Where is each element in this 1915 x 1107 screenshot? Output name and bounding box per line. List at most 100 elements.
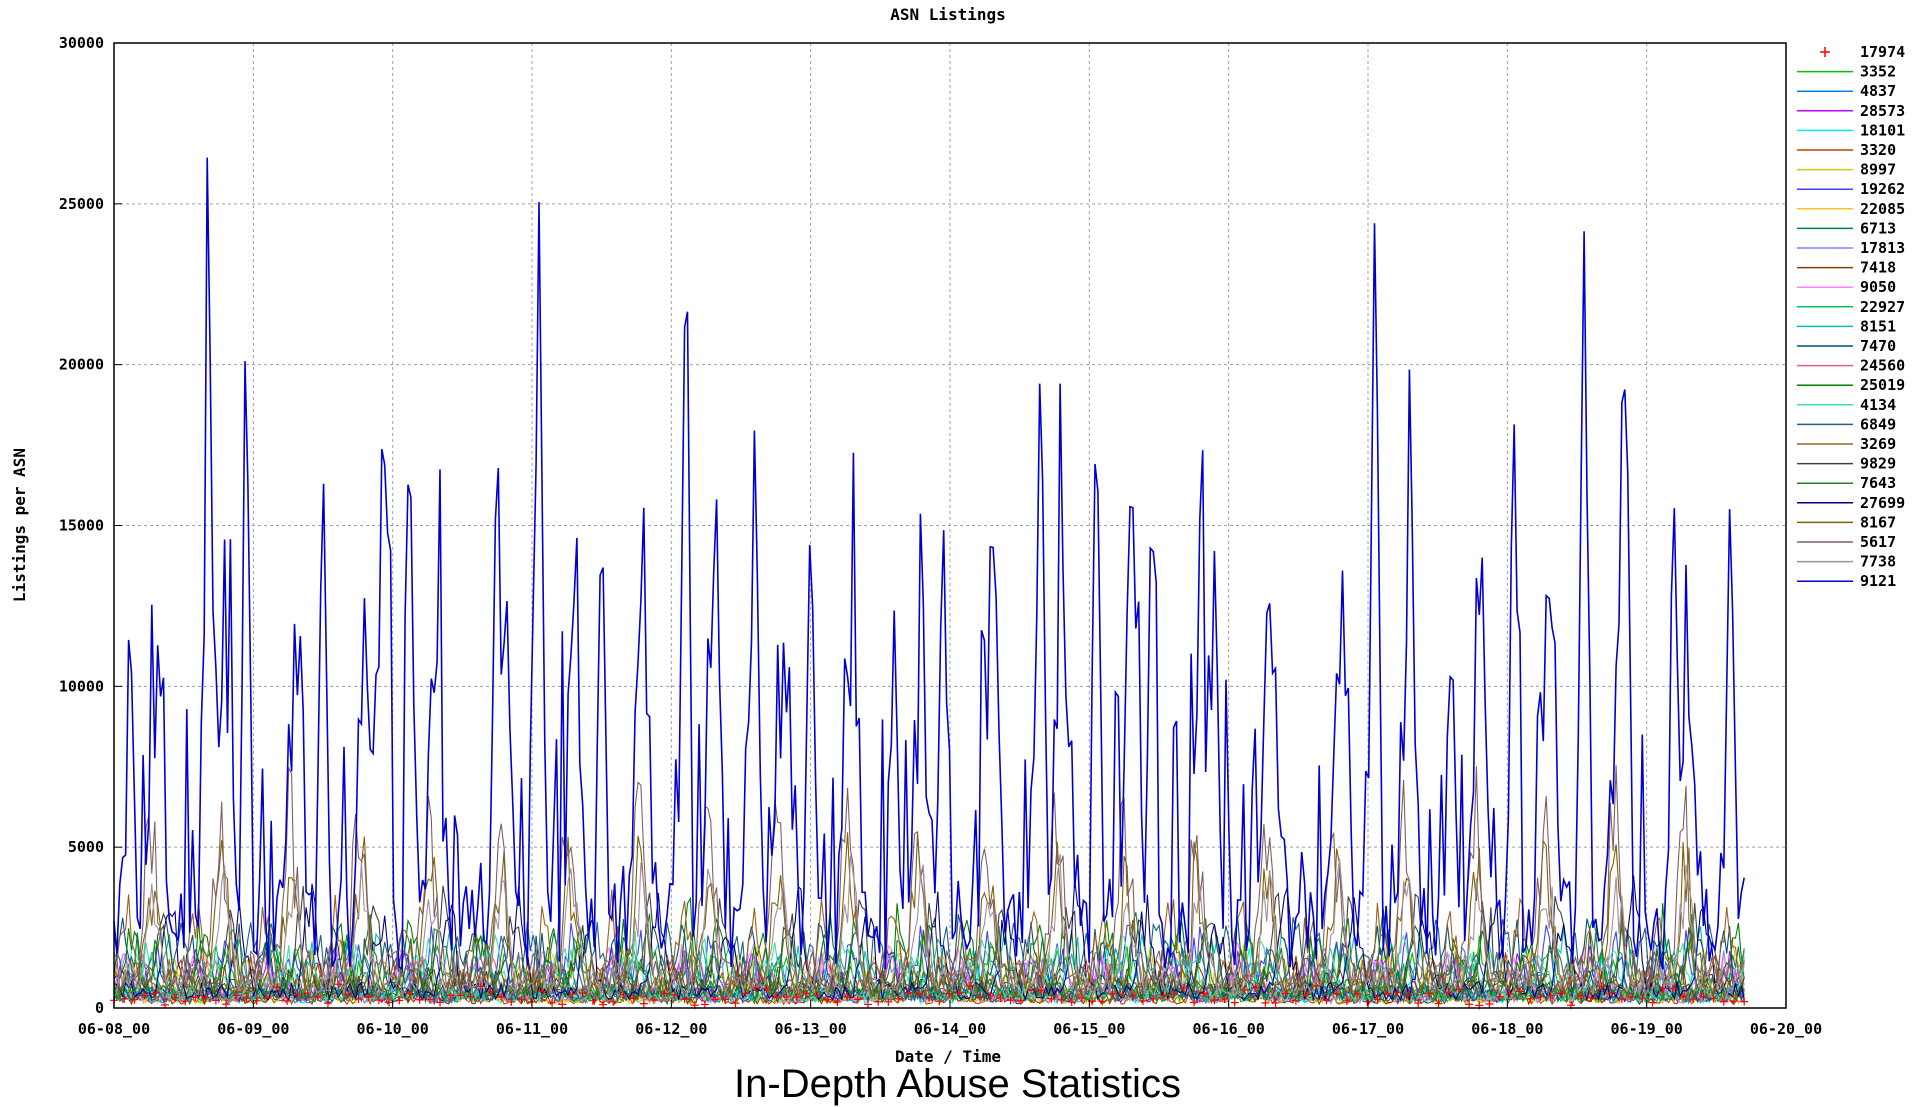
- point-marker: [741, 989, 750, 998]
- legend-item-9829: 9829: [1797, 455, 1896, 473]
- point-marker: [1403, 991, 1412, 1000]
- point-marker: [599, 1000, 608, 1009]
- point-marker: [1332, 989, 1341, 998]
- point-marker: [1607, 988, 1616, 997]
- point-marker: [130, 995, 139, 1004]
- y-axis-label: Listings per ASN: [10, 448, 29, 602]
- point-marker: [1220, 995, 1229, 1004]
- legend-item-7643: 7643: [1797, 474, 1896, 492]
- point-marker: [558, 1000, 567, 1009]
- point-marker: [843, 992, 852, 1001]
- point-marker: [354, 995, 363, 1004]
- point-marker: [1454, 985, 1463, 994]
- legend-item-8167: 8167: [1797, 513, 1896, 531]
- chart-title: ASN Listings: [890, 5, 1006, 24]
- point-marker: [588, 996, 597, 1005]
- point-marker: [1434, 999, 1443, 1008]
- point-marker: [293, 990, 302, 999]
- y-tick-label: 20000: [59, 356, 104, 374]
- point-marker: [211, 996, 220, 1005]
- point-marker: [721, 995, 730, 1004]
- point-marker: [996, 994, 1005, 1003]
- point-marker: [874, 997, 883, 1006]
- legend-item-6713: 6713: [1797, 219, 1896, 237]
- point-marker: [548, 998, 557, 1007]
- legend-item-7738: 7738: [1797, 553, 1896, 571]
- point-marker: [1210, 996, 1219, 1005]
- legend-item-9121: 9121: [1797, 572, 1896, 590]
- y-tick-label: 10000: [59, 677, 104, 695]
- point-marker: [1149, 994, 1158, 1003]
- point-marker: [1200, 989, 1209, 998]
- legend-item-7470: 7470: [1797, 337, 1896, 355]
- point-marker: [1271, 998, 1280, 1007]
- legend-label: 6713: [1860, 219, 1896, 237]
- point-marker: [1668, 984, 1677, 993]
- point-marker: [700, 1000, 709, 1009]
- legend-item-28573: 28573: [1797, 102, 1905, 120]
- point-marker: [904, 988, 913, 997]
- point-marker: [1648, 998, 1657, 1007]
- legend-label: 8167: [1860, 513, 1896, 531]
- point-marker: [1067, 998, 1076, 1007]
- point-marker: [639, 999, 648, 1008]
- point-marker: [1363, 997, 1372, 1006]
- point-marker: [283, 996, 292, 1005]
- series-9121: [113, 157, 1745, 971]
- point-marker: [1740, 997, 1749, 1006]
- point-marker: [446, 991, 455, 1000]
- x-tick-label: 06-20_00: [1750, 1020, 1822, 1038]
- point-marker: [1353, 989, 1362, 998]
- legend-label: 7470: [1860, 337, 1896, 355]
- x-tick-label: 06-17_00: [1332, 1020, 1404, 1038]
- point-marker: [1373, 995, 1382, 1004]
- point-marker: [364, 992, 373, 1001]
- x-tick-label: 06-16_00: [1193, 1020, 1265, 1038]
- x-axis: 06-08_00 06-09_00 06-10_00 06-11_00 06-12_00…: [78, 1000, 1822, 1038]
- legend-item-3320: 3320: [1797, 141, 1896, 159]
- x-tick-label: 06-10_00: [357, 1020, 429, 1038]
- point-marker: [1261, 998, 1270, 1007]
- point-marker: [1444, 988, 1453, 997]
- legend-label: 19262: [1860, 180, 1905, 198]
- point-marker: [1628, 992, 1637, 1001]
- x-tick-label: 06-12_00: [635, 1020, 707, 1038]
- point-marker: [650, 995, 659, 1004]
- point-marker: [1251, 983, 1260, 992]
- point-marker: [1322, 996, 1331, 1005]
- point-marker: [497, 993, 506, 1002]
- point-marker: [792, 993, 801, 1002]
- point-marker: [323, 999, 332, 1008]
- point-marker: [1638, 994, 1647, 1003]
- point-marker: [140, 991, 149, 1000]
- point-marker: [150, 989, 159, 998]
- point-marker: [1414, 999, 1423, 1008]
- point-marker: [1699, 992, 1708, 1001]
- y-tick-label: 15000: [59, 517, 104, 535]
- point-marker: [405, 989, 414, 998]
- legend-label: 18101: [1860, 121, 1905, 139]
- point-marker: [1159, 990, 1168, 999]
- point-marker: [1016, 996, 1025, 1005]
- point-marker: [1597, 982, 1606, 991]
- legend-label: 8151: [1860, 317, 1896, 335]
- x-tick-label: 06-08_00: [78, 1020, 150, 1038]
- series-9829: [113, 885, 1745, 998]
- legend-label: 28573: [1860, 102, 1905, 120]
- legend-label: 22085: [1860, 200, 1905, 218]
- series-17974: [110, 980, 1749, 1010]
- legend-label: 24560: [1860, 357, 1905, 375]
- point-marker: [1057, 995, 1066, 1004]
- point-marker: [1240, 985, 1249, 994]
- legend-label: 3269: [1860, 435, 1896, 453]
- point-marker: [945, 989, 954, 998]
- y-axis: 0 5000 10000 15000 20000 25000 30000: [59, 34, 122, 1017]
- point-marker: [802, 989, 811, 998]
- point-marker: [751, 983, 760, 992]
- x-tick-label: 06-18_00: [1471, 1020, 1543, 1038]
- point-marker: [782, 992, 791, 1001]
- y-tick-label: 30000: [59, 34, 104, 52]
- legend-item-3352: 3352: [1797, 63, 1896, 81]
- legend-item-22927: 22927: [1797, 298, 1905, 316]
- point-marker: [1230, 998, 1239, 1007]
